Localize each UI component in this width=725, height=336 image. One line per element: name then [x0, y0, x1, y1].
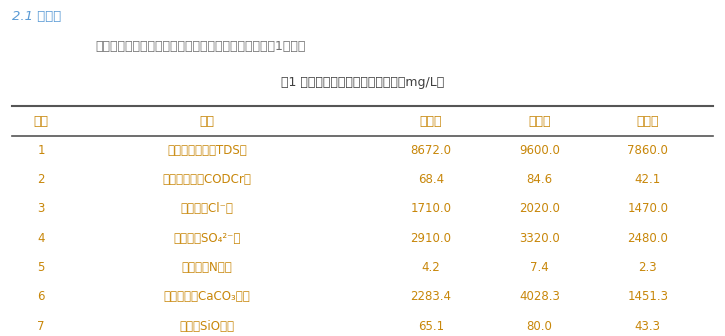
Text: 2283.4: 2283.4 [410, 290, 452, 303]
Text: 7: 7 [38, 320, 45, 333]
Text: 65.1: 65.1 [418, 320, 444, 333]
Text: 1: 1 [38, 144, 45, 157]
Text: 8672.0: 8672.0 [410, 144, 452, 157]
Text: 68.4: 68.4 [418, 173, 444, 186]
Text: 84.6: 84.6 [526, 173, 552, 186]
Text: 4028.3: 4028.3 [519, 290, 560, 303]
Text: 硫酸盐（SO₄²⁻）: 硫酸盐（SO₄²⁻） [173, 232, 241, 245]
Text: 序号: 序号 [33, 115, 49, 127]
Text: 4: 4 [38, 232, 45, 245]
Text: 1451.3: 1451.3 [627, 290, 668, 303]
Text: 中试装置连续运行期间，浓盐水各项水质指标浓度如表1所示。: 中试装置连续运行期间，浓盐水各项水质指标浓度如表1所示。 [95, 40, 306, 53]
Text: 2: 2 [38, 173, 45, 186]
Text: 3: 3 [38, 203, 45, 215]
Text: 6: 6 [38, 290, 45, 303]
Text: 5: 5 [38, 261, 45, 274]
Text: 硅（以SiO计）: 硅（以SiO计） [180, 320, 235, 333]
Text: 4.2: 4.2 [422, 261, 441, 274]
Text: 43.3: 43.3 [635, 320, 660, 333]
Text: 2910.0: 2910.0 [410, 232, 452, 245]
Text: 指标: 指标 [199, 115, 215, 127]
Text: 总硬度（以CaCO₃计）: 总硬度（以CaCO₃计） [164, 290, 251, 303]
Text: 氨氮（以N计）: 氨氮（以N计） [182, 261, 233, 274]
Text: 80.0: 80.0 [526, 320, 552, 333]
Text: 2.1 浓盐水: 2.1 浓盐水 [12, 10, 62, 23]
Text: 1710.0: 1710.0 [410, 203, 452, 215]
Text: 2.3: 2.3 [639, 261, 657, 274]
Text: 1470.0: 1470.0 [627, 203, 668, 215]
Text: 2020.0: 2020.0 [519, 203, 560, 215]
Text: 生化需氧量（CODCr）: 生化需氧量（CODCr） [163, 173, 252, 186]
Text: 7.4: 7.4 [530, 261, 549, 274]
Text: 最小值: 最小值 [637, 115, 659, 127]
Text: 最大值: 最大值 [529, 115, 551, 127]
Text: 平均值: 平均值 [420, 115, 442, 127]
Text: 3320.0: 3320.0 [519, 232, 560, 245]
Text: 氯离子（Cl⁻）: 氯离子（Cl⁻） [181, 203, 233, 215]
Text: 9600.0: 9600.0 [519, 144, 560, 157]
Text: 溶解性总固体（TDS）: 溶解性总固体（TDS） [167, 144, 247, 157]
Text: 42.1: 42.1 [634, 173, 661, 186]
Text: 7860.0: 7860.0 [627, 144, 668, 157]
Text: 表1 浓盐水各水质指标浓度（单位：mg/L）: 表1 浓盐水各水质指标浓度（单位：mg/L） [281, 76, 444, 89]
Text: 2480.0: 2480.0 [627, 232, 668, 245]
